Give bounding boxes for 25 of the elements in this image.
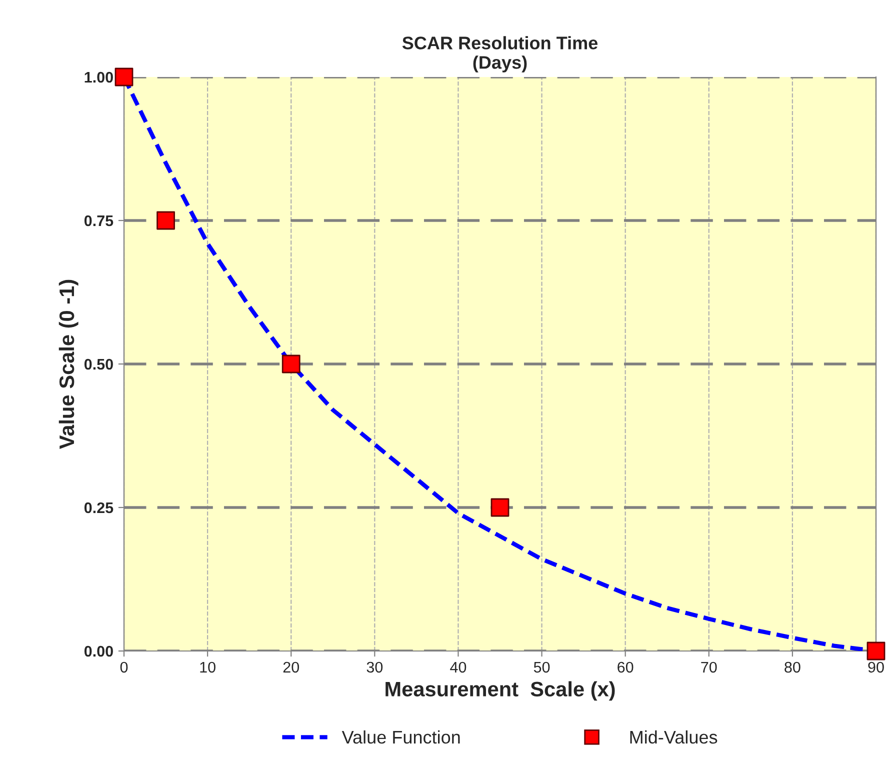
x-tick-label: 60 xyxy=(618,662,634,673)
x-tick-label: 0 xyxy=(120,662,128,673)
chart-title: SCAR Resolution Time (Days) xyxy=(402,36,598,72)
point xyxy=(490,498,510,517)
x-tick-label: 70 xyxy=(701,662,717,673)
x-tick-label: 40 xyxy=(450,662,466,673)
y-tick-label: 0.50 xyxy=(84,358,113,370)
x-tick-label: 80 xyxy=(784,662,800,673)
point xyxy=(282,354,300,374)
x-axis-title: Measurement Scale (x) xyxy=(386,681,615,701)
y-axis-title: Value Scale (0 -1) xyxy=(58,280,78,449)
y-tick-label: 0.00 xyxy=(84,646,113,657)
legend-label: Value Function xyxy=(342,730,460,744)
x-tick-label: 90 xyxy=(868,662,884,673)
point xyxy=(866,642,886,660)
y-tick-label: 1.00 xyxy=(84,72,113,83)
point xyxy=(114,68,134,86)
x-tick-label: 50 xyxy=(534,662,550,673)
y-tick-label: 0.75 xyxy=(84,215,114,226)
point xyxy=(156,211,175,230)
legend-label: Mid-Values xyxy=(630,730,718,744)
x-tick-label: 10 xyxy=(200,662,216,673)
y-tick-label: 0.25 xyxy=(84,502,114,514)
x-tick-label: 20 xyxy=(283,662,300,673)
x-tick-label: 30 xyxy=(366,662,383,673)
